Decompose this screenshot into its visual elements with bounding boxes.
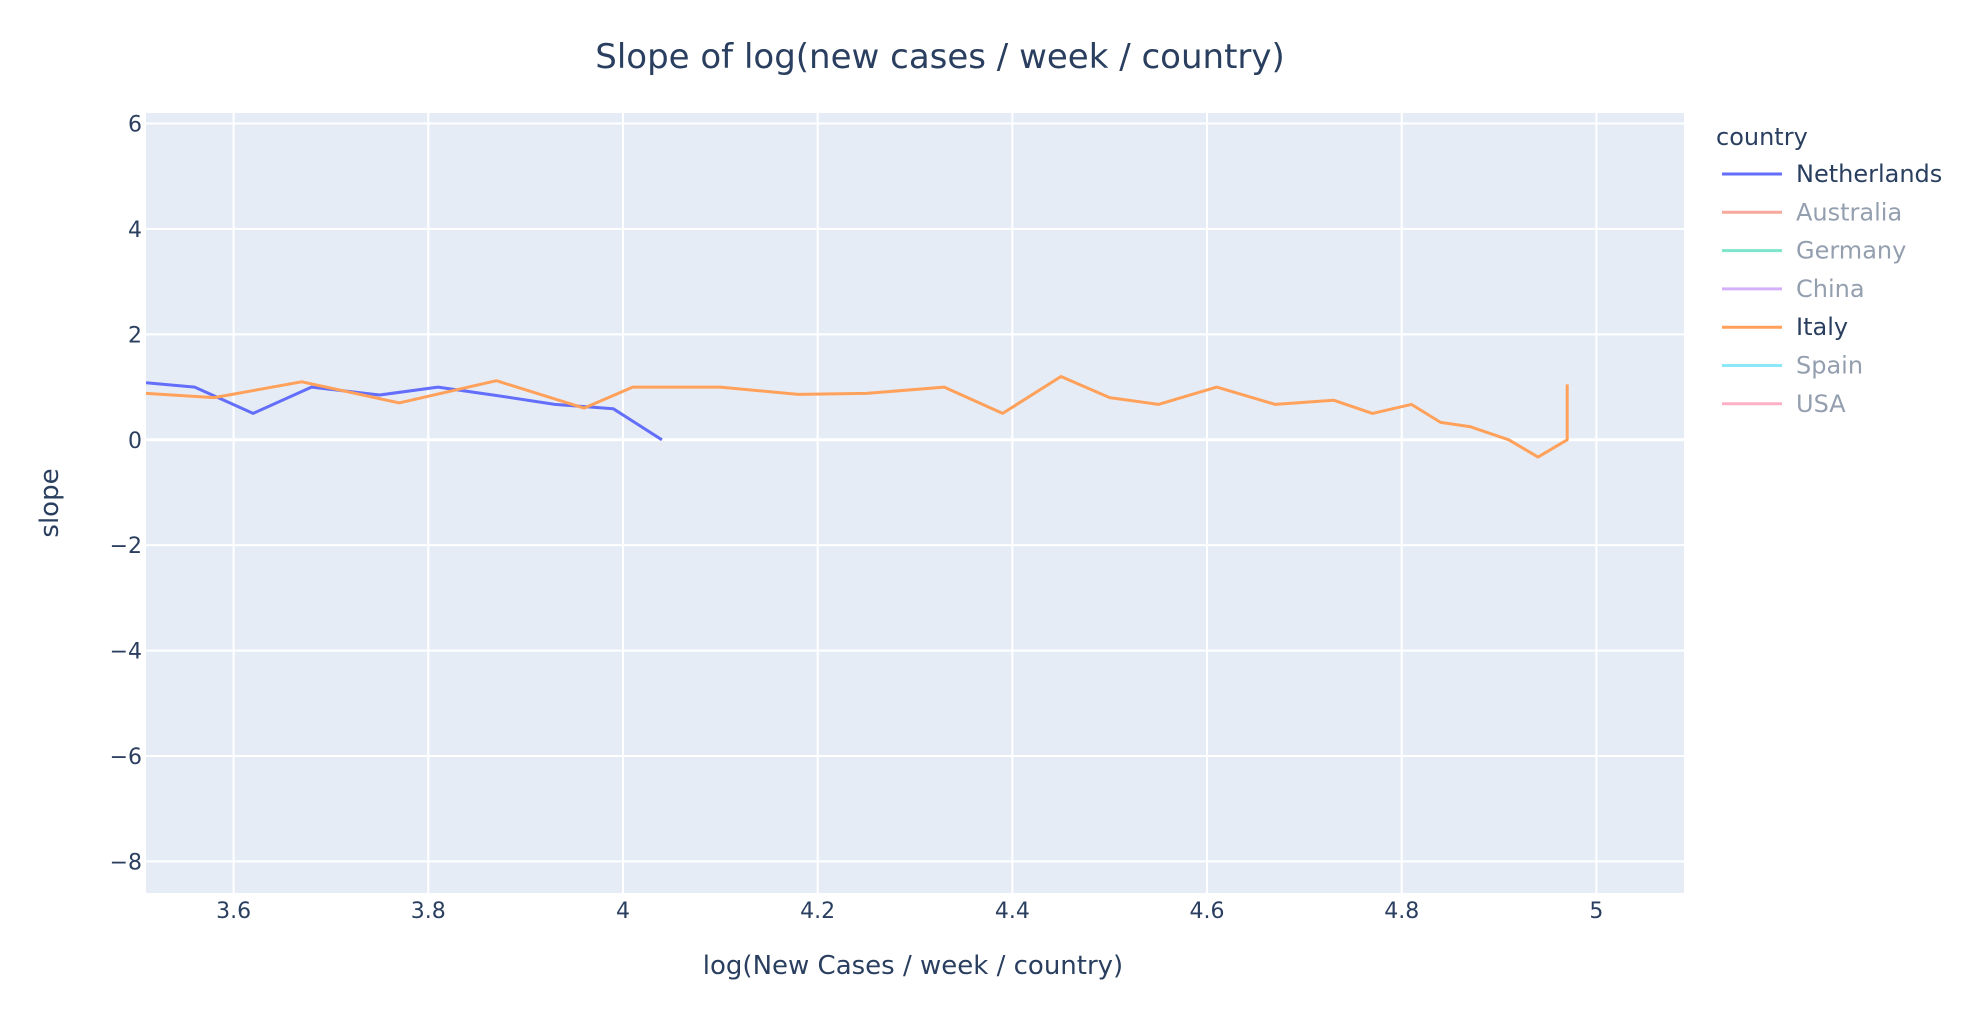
legend-label: Italy bbox=[1796, 313, 1848, 341]
chart-title: Slope of log(new cases / week / country) bbox=[595, 37, 1285, 77]
x-tick-label: 4.6 bbox=[1190, 899, 1225, 924]
y-tick-label: 6 bbox=[128, 113, 142, 138]
legend-item-australia[interactable]: Australia bbox=[1722, 198, 1902, 226]
x-axis-ticks: 3.6 3.8 4 4.2 4.4 4.6 4.8 5 bbox=[216, 899, 1603, 924]
x-tick-label: 3.8 bbox=[411, 899, 446, 924]
legend-label: Germany bbox=[1796, 237, 1906, 265]
y-tick-label: −2 bbox=[110, 534, 142, 559]
y-tick-label: −8 bbox=[110, 850, 142, 875]
plot-area bbox=[146, 113, 1684, 893]
legend-label: USA bbox=[1796, 390, 1846, 418]
x-tick-label: 4.8 bbox=[1384, 899, 1419, 924]
x-axis-title: log(New Cases / week / country) bbox=[703, 951, 1123, 981]
y-tick-label: 4 bbox=[128, 218, 142, 243]
x-tick-label: 5 bbox=[1589, 899, 1603, 924]
y-tick-label: 2 bbox=[128, 323, 142, 348]
legend-item-germany[interactable]: Germany bbox=[1722, 237, 1906, 265]
legend-label: Spain bbox=[1796, 352, 1863, 380]
x-tick-label: 4.4 bbox=[995, 899, 1030, 924]
legend-label: China bbox=[1796, 275, 1865, 303]
y-tick-label: 0 bbox=[128, 429, 142, 454]
y-tick-label: −6 bbox=[110, 745, 142, 770]
legend-label: Australia bbox=[1796, 198, 1902, 226]
y-axis-ticks: 6 4 2 0 −2 −4 −6 −8 bbox=[110, 113, 142, 876]
legend-item-usa[interactable]: USA bbox=[1722, 390, 1846, 418]
grid bbox=[146, 113, 1684, 893]
legend-title: country bbox=[1716, 123, 1808, 151]
legend-item-china[interactable]: China bbox=[1722, 275, 1865, 303]
legend-item-spain[interactable]: Spain bbox=[1722, 352, 1863, 380]
series-line-italy bbox=[146, 375, 1569, 459]
series-layer bbox=[146, 375, 1569, 459]
x-tick-label: 4.2 bbox=[800, 899, 835, 924]
legend-label: Netherlands bbox=[1796, 160, 1942, 188]
y-axis-title: slope bbox=[35, 468, 65, 537]
legend-item-netherlands[interactable]: Netherlands bbox=[1722, 160, 1942, 188]
legend-item-italy[interactable]: Italy bbox=[1722, 313, 1848, 341]
x-tick-label: 3.6 bbox=[216, 899, 251, 924]
x-tick-label: 4 bbox=[616, 899, 630, 924]
y-tick-label: −4 bbox=[110, 640, 142, 665]
legend: Netherlands Australia Germany China Italy Spa… bbox=[1722, 160, 1942, 418]
